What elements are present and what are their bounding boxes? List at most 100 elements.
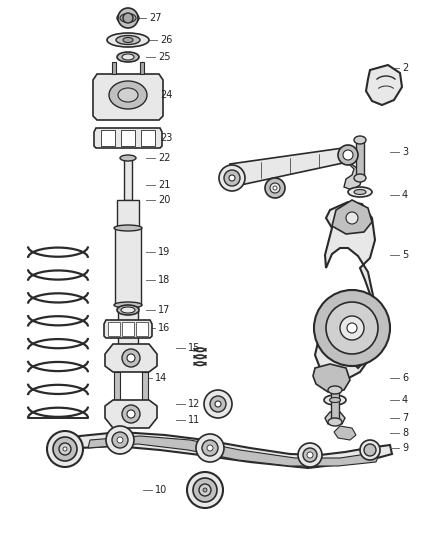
Bar: [141, 130, 155, 146]
Text: 10: 10: [155, 485, 167, 495]
Bar: [112, 62, 116, 74]
Polygon shape: [94, 128, 162, 148]
Circle shape: [122, 349, 140, 367]
Bar: [108, 322, 120, 336]
Text: 24: 24: [160, 90, 173, 100]
Text: 25: 25: [158, 52, 170, 62]
Circle shape: [340, 316, 364, 340]
Circle shape: [112, 432, 128, 448]
Circle shape: [207, 445, 213, 451]
Circle shape: [314, 290, 390, 366]
Polygon shape: [313, 364, 350, 392]
Circle shape: [127, 410, 135, 418]
Circle shape: [59, 443, 71, 455]
Circle shape: [63, 447, 67, 451]
Text: 9: 9: [402, 443, 408, 453]
Polygon shape: [93, 74, 163, 120]
Ellipse shape: [109, 81, 147, 109]
Text: 14: 14: [155, 373, 167, 383]
Ellipse shape: [123, 37, 133, 43]
Ellipse shape: [118, 88, 138, 102]
Circle shape: [303, 448, 317, 462]
Text: 7: 7: [402, 413, 408, 423]
Text: 17: 17: [158, 305, 170, 315]
Circle shape: [224, 170, 240, 186]
Circle shape: [343, 150, 353, 160]
Circle shape: [187, 472, 223, 508]
Ellipse shape: [122, 54, 134, 60]
Circle shape: [204, 390, 232, 418]
Circle shape: [199, 484, 211, 496]
Ellipse shape: [329, 398, 340, 402]
Text: 16: 16: [158, 323, 170, 333]
Ellipse shape: [121, 307, 135, 313]
Circle shape: [307, 452, 313, 458]
Ellipse shape: [324, 395, 346, 405]
Bar: [124, 158, 132, 200]
Polygon shape: [344, 163, 362, 190]
Circle shape: [202, 440, 218, 456]
Text: 22: 22: [158, 153, 170, 163]
Ellipse shape: [114, 225, 142, 231]
Text: 11: 11: [188, 415, 200, 425]
Circle shape: [210, 396, 226, 412]
Polygon shape: [325, 412, 345, 424]
Ellipse shape: [348, 187, 372, 197]
Polygon shape: [105, 344, 157, 372]
Ellipse shape: [114, 302, 142, 308]
Circle shape: [47, 431, 83, 467]
Bar: [122, 322, 134, 336]
Circle shape: [270, 183, 280, 193]
Circle shape: [122, 405, 140, 423]
Circle shape: [346, 212, 358, 224]
Text: 15: 15: [188, 343, 200, 353]
Bar: [136, 322, 148, 336]
Bar: [115, 228, 141, 305]
Circle shape: [298, 443, 322, 467]
Text: 23: 23: [160, 133, 173, 143]
Polygon shape: [104, 320, 152, 338]
Circle shape: [219, 165, 245, 191]
Bar: [118, 305, 138, 345]
Bar: [331, 390, 339, 422]
Text: 4: 4: [402, 190, 408, 200]
Circle shape: [338, 145, 358, 165]
Text: 12: 12: [188, 399, 200, 409]
Circle shape: [127, 354, 135, 362]
Ellipse shape: [328, 418, 342, 426]
Polygon shape: [315, 202, 376, 380]
Polygon shape: [52, 432, 392, 468]
Text: 21: 21: [158, 180, 170, 190]
Ellipse shape: [354, 174, 366, 182]
Bar: [114, 372, 120, 400]
Bar: [140, 62, 144, 74]
Text: 20: 20: [158, 195, 170, 205]
Ellipse shape: [354, 190, 366, 195]
Polygon shape: [334, 426, 356, 440]
Text: 19: 19: [158, 247, 170, 257]
Text: 8: 8: [402, 428, 408, 438]
Circle shape: [273, 186, 277, 190]
Circle shape: [118, 8, 138, 28]
Bar: [101, 130, 115, 146]
Ellipse shape: [117, 12, 139, 24]
Polygon shape: [88, 436, 380, 466]
Text: 2: 2: [402, 63, 408, 73]
Ellipse shape: [107, 33, 149, 47]
Circle shape: [196, 434, 224, 462]
Circle shape: [117, 437, 123, 443]
Polygon shape: [366, 65, 402, 105]
Text: 5: 5: [402, 250, 408, 260]
Polygon shape: [230, 148, 350, 186]
Circle shape: [215, 401, 221, 407]
Circle shape: [265, 178, 285, 198]
Ellipse shape: [354, 136, 366, 144]
Bar: [356, 140, 364, 178]
Ellipse shape: [120, 155, 136, 161]
Circle shape: [360, 440, 380, 460]
Bar: [142, 372, 148, 400]
Text: 27: 27: [149, 13, 162, 23]
Polygon shape: [332, 200, 372, 234]
Circle shape: [229, 175, 235, 181]
Text: 26: 26: [160, 35, 173, 45]
